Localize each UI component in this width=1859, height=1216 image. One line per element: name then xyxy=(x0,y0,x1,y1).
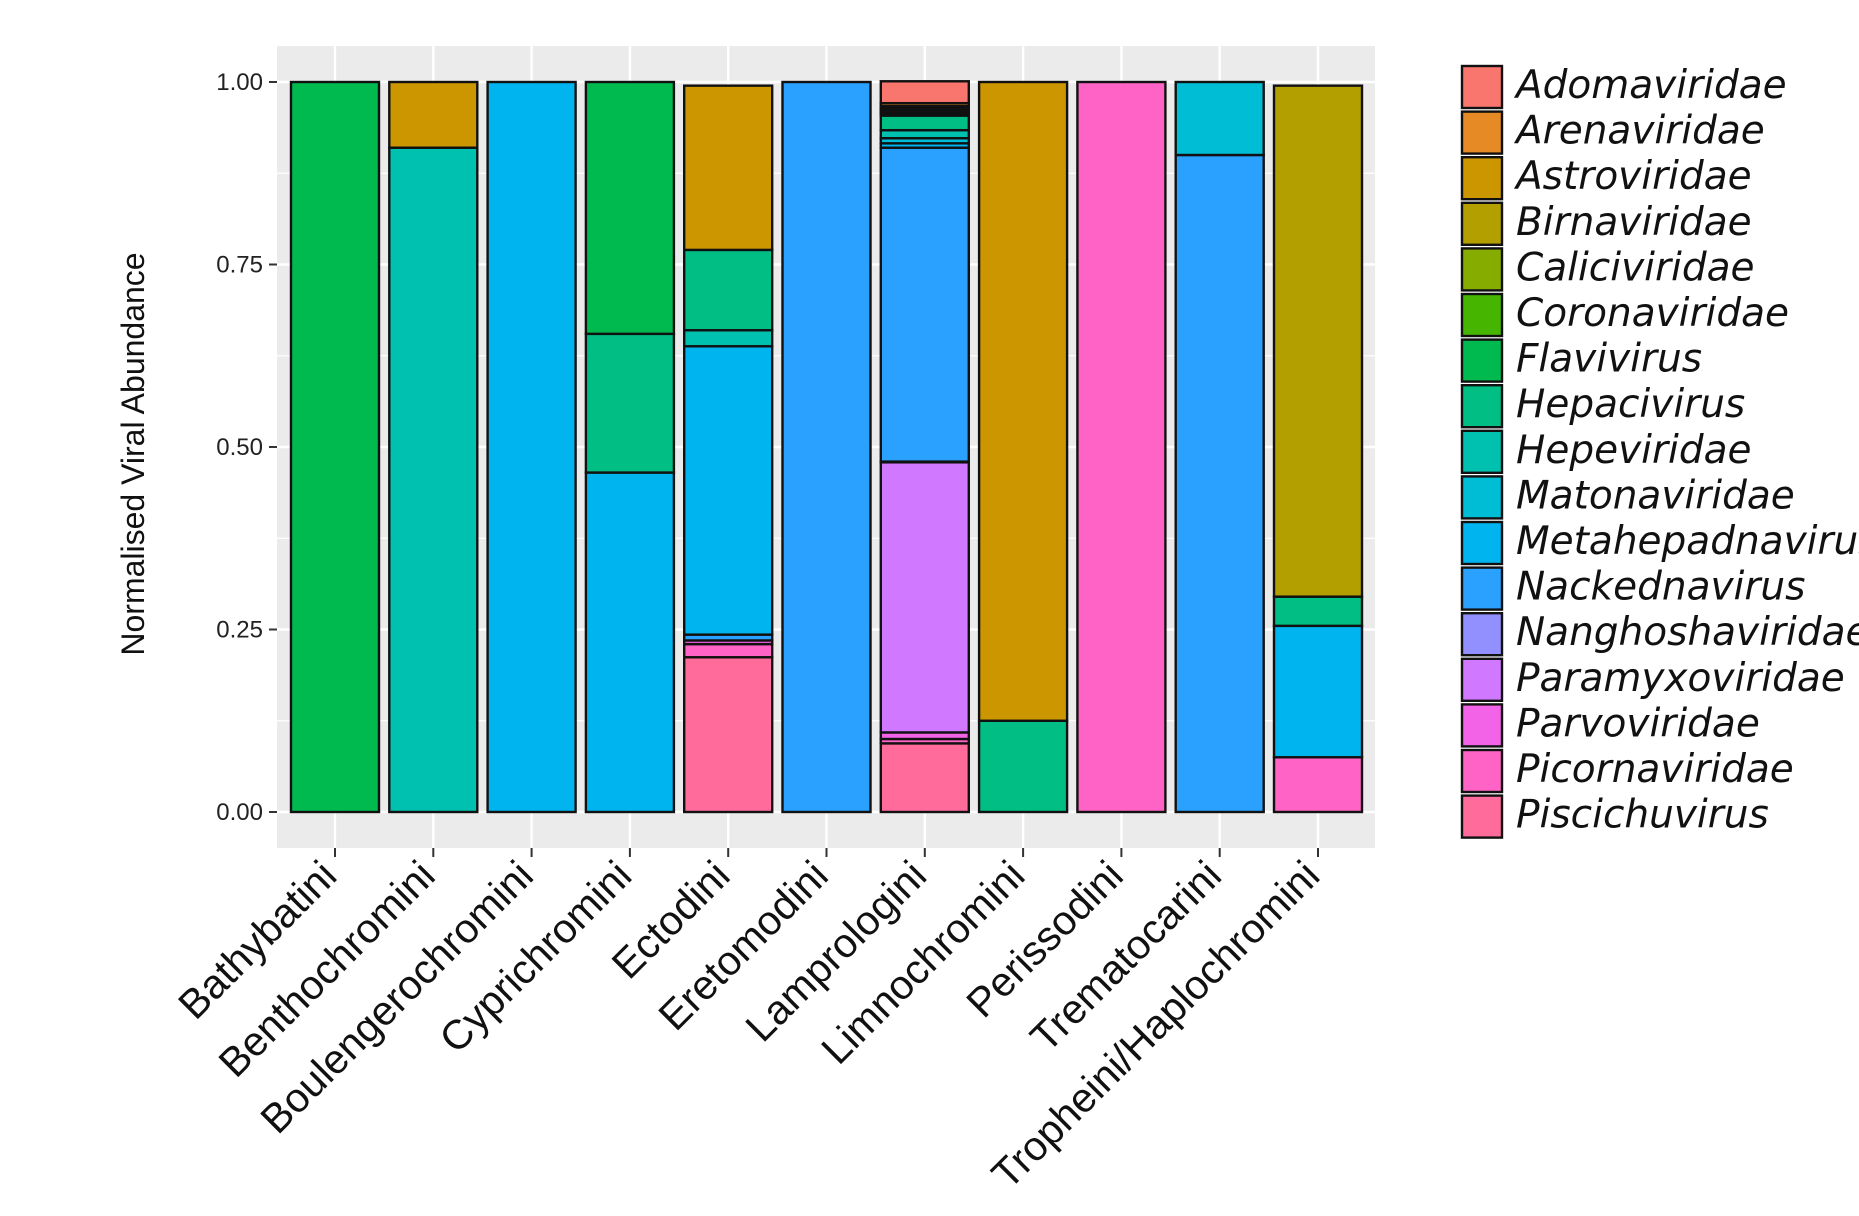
legend-label: Parvoviridae xyxy=(1516,701,1760,746)
legend-key xyxy=(1460,384,1504,429)
y-tick-label: 1.00 xyxy=(216,69,263,96)
legend-key xyxy=(1460,110,1504,155)
y-axis-label: Normalised Viral Abundance xyxy=(115,252,151,655)
bar-segment xyxy=(879,128,970,140)
bar-segment xyxy=(1076,80,1167,814)
bar-segment xyxy=(289,80,381,814)
bar-segment xyxy=(879,146,970,463)
bar-segment xyxy=(977,719,1069,814)
bar-segment xyxy=(486,80,577,814)
bars xyxy=(289,80,1364,814)
legend-label: Metahepadnavirus xyxy=(1516,519,1859,564)
y-axis: 0.00 0.25 0.50 0.75 1.00 xyxy=(216,69,277,826)
legend-key xyxy=(1460,155,1504,201)
bar-segment xyxy=(781,80,872,814)
bar-segment xyxy=(1272,756,1364,814)
bar-segment xyxy=(1272,624,1364,759)
legend-label: Hepeviridae xyxy=(1516,428,1752,473)
y-tick-label: 0.00 xyxy=(216,799,263,826)
legend-key xyxy=(1460,612,1504,657)
y-tick-label: 0.25 xyxy=(216,617,263,644)
legend-key xyxy=(1460,657,1504,702)
legend-label: Piscichuvirus xyxy=(1516,793,1769,838)
legend-key xyxy=(1460,429,1504,474)
legend-label: Nackednavirus xyxy=(1516,565,1805,610)
y-tick-label: 0.75 xyxy=(216,252,263,279)
legend-label: Arenaviridae xyxy=(1513,109,1765,154)
bar-segment xyxy=(879,80,970,105)
legend-label: Hepacivirus xyxy=(1516,382,1745,427)
legend-key xyxy=(1460,292,1504,338)
bar-segment xyxy=(1174,80,1265,157)
legend: AdomaviridaeArenaviridaeAstroviridaeBirn… xyxy=(1460,63,1859,839)
bar-segment xyxy=(1174,153,1265,814)
legend-label: Adomaviridae xyxy=(1513,63,1787,108)
bar-segment xyxy=(584,80,676,336)
bar-segment xyxy=(879,114,970,132)
bar-segment xyxy=(683,345,774,636)
legend-label: Paramyxoviridae xyxy=(1516,656,1845,701)
bar-segment xyxy=(1272,595,1364,628)
legend-key xyxy=(1460,566,1504,611)
bar-segment xyxy=(388,80,479,149)
bar-segment xyxy=(584,332,676,474)
bar-segment xyxy=(879,461,970,734)
bar-segment xyxy=(683,248,774,332)
legend-label: Flavivirus xyxy=(1516,337,1702,382)
bar-segment xyxy=(683,84,774,252)
legend-key xyxy=(1460,703,1504,748)
legend-label: Coronaviridae xyxy=(1516,291,1789,336)
legend-key xyxy=(1460,201,1504,247)
bar-segment xyxy=(584,471,676,814)
legend-key xyxy=(1460,520,1504,566)
legend-label: Matonaviridae xyxy=(1516,473,1795,518)
legend-label: Birnaviridae xyxy=(1516,200,1752,245)
bar-segment xyxy=(879,742,970,814)
bar-segment xyxy=(977,80,1069,722)
bar-segment xyxy=(388,146,479,814)
bar-segment xyxy=(683,656,774,814)
legend-label: Nanghoshaviridae xyxy=(1516,610,1859,655)
legend-label: Caliciviridae xyxy=(1516,245,1755,290)
legend-label: Astroviridae xyxy=(1513,154,1752,199)
legend-key xyxy=(1460,794,1504,839)
legend-key xyxy=(1460,338,1504,383)
legend-label: Picornaviridae xyxy=(1516,747,1794,792)
bar-segment xyxy=(1272,84,1364,598)
y-tick-label: 0.50 xyxy=(216,434,263,461)
bar-segment xyxy=(683,642,774,659)
bar-segment xyxy=(683,329,774,348)
legend-key xyxy=(1460,748,1504,794)
x-axis: BathybatiniBenthochrominiBoulengerochrom… xyxy=(169,848,1328,1198)
legend-key xyxy=(1460,64,1504,110)
legend-key xyxy=(1460,475,1504,520)
legend-key xyxy=(1460,247,1504,292)
